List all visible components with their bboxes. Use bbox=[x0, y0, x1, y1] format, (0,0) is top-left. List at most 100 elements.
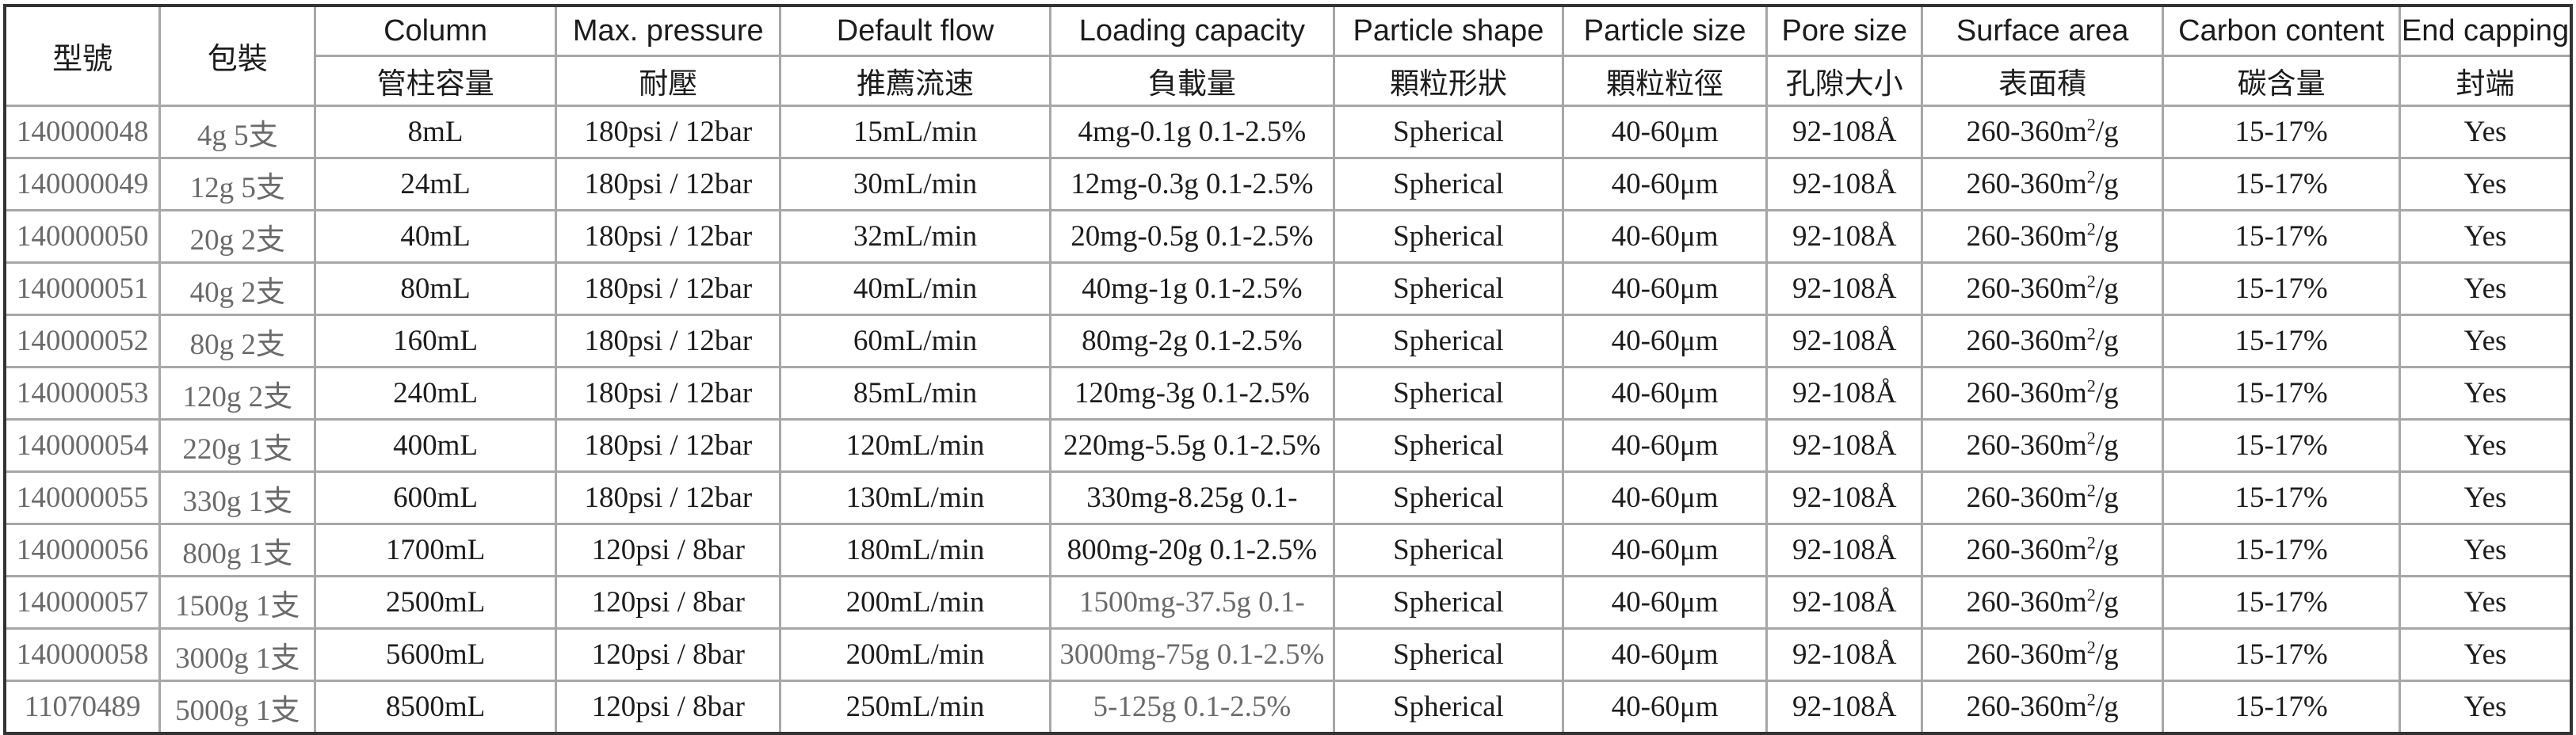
table-row: 140000049 12g 5支 24mL 180psi / 12bar 30m… bbox=[3, 157, 2573, 211]
surface-unit-suffix: /g bbox=[2095, 116, 2119, 148]
capping-cell: Yes bbox=[2399, 105, 2573, 159]
capping-cell: Yes bbox=[2399, 418, 2573, 473]
loading-cell: 80mg-2g 0.1-2.5% bbox=[1048, 314, 1336, 368]
particle-cell: 40-60μm bbox=[1561, 418, 1769, 473]
pressure-cell: 180psi / 12bar bbox=[555, 261, 782, 316]
table-row: 140000053 120g 2支 240mL 180psi / 12bar 8… bbox=[3, 366, 2573, 421]
loading-cell: 40mg-1g 0.1-2.5% bbox=[1048, 261, 1336, 316]
shape-cell: Spherical bbox=[1333, 680, 1564, 735]
model-cell: 140000057 bbox=[3, 575, 162, 630]
surface-value: 260-360m bbox=[1966, 586, 2087, 619]
capping-cell: Yes bbox=[2399, 627, 2573, 682]
spec-table-body: 140000048 4g 5支 8mL 180psi / 12bar 15mL/… bbox=[3, 105, 2573, 735]
column-cell: 5600mL bbox=[314, 627, 558, 682]
pressure-cell: 120psi / 8bar bbox=[555, 627, 782, 682]
loading-cell: 5-125g 0.1-2.5% bbox=[1048, 680, 1336, 735]
shape-cell: Spherical bbox=[1333, 209, 1564, 264]
surface-unit-sup: 2 bbox=[2086, 114, 2096, 135]
particle-header-en: Particle size bbox=[1561, 4, 1769, 57]
carbon-header-en: Carbon content bbox=[2162, 4, 2401, 57]
model-cell: 140000052 bbox=[3, 314, 162, 368]
loading-header-zh: 負載量 bbox=[1048, 55, 1336, 107]
loading-cell: 800mg-20g 0.1-2.5% bbox=[1048, 523, 1336, 577]
surface-value: 260-360m bbox=[1966, 168, 2087, 200]
surface-unit-suffix: /g bbox=[2095, 325, 2119, 357]
package-cell: 220g 1支 bbox=[158, 418, 317, 473]
table-row: 140000048 4g 5支 8mL 180psi / 12bar 15mL/… bbox=[3, 105, 2573, 159]
surface-cell: 260-360m2/g bbox=[1921, 261, 2165, 316]
model-cell: 140000051 bbox=[3, 261, 162, 316]
shape-cell: Spherical bbox=[1333, 105, 1564, 159]
table-row: 11070489 5000g 1支 8500mL 120psi / 8bar 2… bbox=[3, 680, 2573, 735]
capping-cell: Yes bbox=[2399, 209, 2573, 264]
shape-cell: Spherical bbox=[1333, 261, 1564, 316]
surface-unit-sup: 2 bbox=[2086, 323, 2096, 344]
surface-cell: 260-360m2/g bbox=[1921, 105, 2165, 159]
particle-header-zh: 顆粒粒徑 bbox=[1561, 55, 1769, 107]
capping-cell: Yes bbox=[2399, 575, 2573, 630]
package-cell: 4g 5支 bbox=[158, 105, 317, 159]
surface-unit-sup: 2 bbox=[2086, 271, 2096, 291]
pressure-cell: 180psi / 12bar bbox=[555, 470, 782, 525]
model-cell: 140000056 bbox=[3, 523, 162, 577]
pressure-cell: 180psi / 12bar bbox=[555, 157, 782, 211]
package-cell: 80g 2支 bbox=[158, 314, 317, 368]
surface-cell: 260-360m2/g bbox=[1921, 314, 2165, 368]
pressure-header-zh: 耐壓 bbox=[555, 55, 782, 107]
loading-cell: 330mg-8.25g 0.1- bbox=[1048, 470, 1336, 525]
package-cell: 5000g 1支 bbox=[158, 680, 317, 735]
loading-cell: 1500mg-37.5g 0.1- bbox=[1048, 575, 1336, 630]
model-cell: 140000050 bbox=[3, 209, 162, 264]
shape-cell: Spherical bbox=[1333, 575, 1564, 630]
surface-unit-suffix: /g bbox=[2095, 168, 2119, 200]
shape-cell: Spherical bbox=[1333, 627, 1564, 682]
capping-cell: Yes bbox=[2399, 470, 2573, 525]
carbon-cell: 15-17% bbox=[2162, 470, 2401, 525]
flow-cell: 15mL/min bbox=[779, 105, 1051, 159]
pore-header-en: Pore size bbox=[1765, 4, 1924, 57]
loading-header-en: Loading capacity bbox=[1048, 4, 1336, 57]
pore-cell: 92-108Å bbox=[1765, 680, 1924, 735]
column-header-zh: 管柱容量 bbox=[314, 55, 558, 107]
flow-header-zh: 推薦流速 bbox=[779, 55, 1051, 107]
carbon-cell: 15-17% bbox=[2162, 366, 2401, 421]
surface-unit-sup: 2 bbox=[2086, 428, 2096, 448]
package-cell: 3000g 1支 bbox=[158, 627, 317, 682]
pore-cell: 92-108Å bbox=[1765, 209, 1924, 264]
flow-cell: 32mL/min bbox=[779, 209, 1051, 264]
model-cell: 140000053 bbox=[3, 366, 162, 421]
column-cell: 400mL bbox=[314, 418, 558, 473]
spec-table: 型號 包裝 Column Max. pressure Default flow … bbox=[3, 4, 2573, 735]
column-cell: 1700mL bbox=[314, 523, 558, 577]
pore-cell: 92-108Å bbox=[1765, 470, 1924, 525]
table-row: 140000051 40g 2支 80mL 180psi / 12bar 40m… bbox=[3, 261, 2573, 316]
table-row: 140000054 220g 1支 400mL 180psi / 12bar 1… bbox=[3, 418, 2573, 473]
package-cell: 800g 1支 bbox=[158, 523, 317, 577]
particle-cell: 40-60μm bbox=[1561, 209, 1769, 264]
particle-cell: 40-60μm bbox=[1561, 105, 1769, 159]
package-cell: 12g 5支 bbox=[158, 157, 317, 211]
table-row: 140000055 330g 1支 600mL 180psi / 12bar 1… bbox=[3, 470, 2573, 525]
pressure-cell: 180psi / 12bar bbox=[555, 418, 782, 473]
surface-unit-suffix: /g bbox=[2095, 534, 2119, 566]
package-cell: 120g 2支 bbox=[158, 366, 317, 421]
flow-cell: 85mL/min bbox=[779, 366, 1051, 421]
pore-cell: 92-108Å bbox=[1765, 261, 1924, 316]
carbon-cell: 15-17% bbox=[2162, 575, 2401, 630]
model-cell: 140000054 bbox=[3, 418, 162, 473]
pressure-cell: 180psi / 12bar bbox=[555, 209, 782, 264]
carbon-header-zh: 碳含量 bbox=[2162, 55, 2401, 107]
model-cell: 11070489 bbox=[3, 680, 162, 735]
surface-value: 260-360m bbox=[1966, 482, 2087, 514]
surface-unit-sup: 2 bbox=[2086, 375, 2096, 396]
surface-value: 260-360m bbox=[1966, 377, 2087, 409]
shape-cell: Spherical bbox=[1333, 523, 1564, 577]
carbon-cell: 15-17% bbox=[2162, 418, 2401, 473]
surface-value: 260-360m bbox=[1966, 534, 2087, 566]
surface-header-zh: 表面積 bbox=[1921, 55, 2165, 107]
surface-cell: 260-360m2/g bbox=[1921, 523, 2165, 577]
column-cell: 600mL bbox=[314, 470, 558, 525]
surface-value: 260-360m bbox=[1966, 116, 2087, 148]
shape-cell: Spherical bbox=[1333, 418, 1564, 473]
flow-cell: 200mL/min bbox=[779, 575, 1051, 630]
